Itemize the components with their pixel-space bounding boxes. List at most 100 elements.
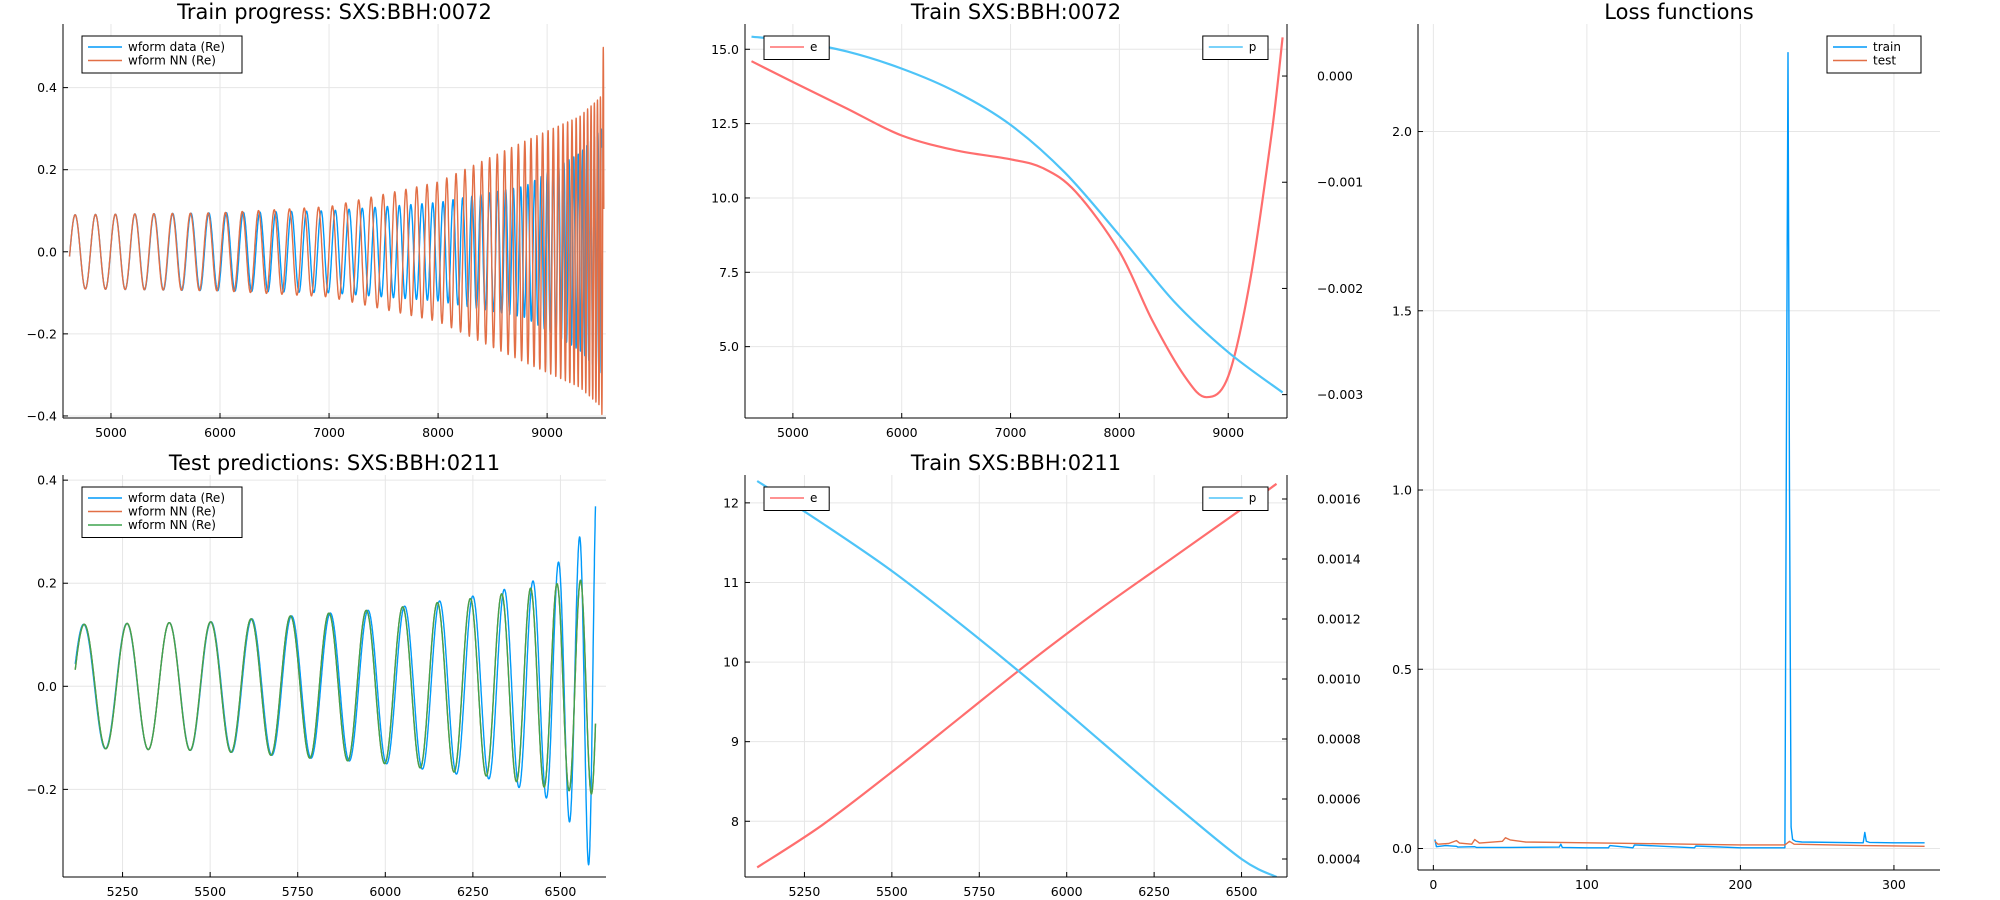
legend-box: [1826, 35, 1922, 74]
y2-tick-label: 0.0004: [1317, 852, 1361, 867]
chart-title: Train SXS:BBH:0072: [910, 0, 1121, 24]
legend-label: p: [1249, 491, 1257, 505]
series-line-1: [1434, 837, 1925, 847]
y-tick-label: 12.5: [711, 116, 739, 131]
y2-tick-label: −0.003: [1317, 387, 1363, 402]
legend: wform data (Re)wform NN (Re): [81, 35, 243, 74]
y-tick-label: 0.0: [1392, 841, 1412, 856]
x-tick-label: 5500: [876, 884, 908, 899]
x-tick-label: 6000: [886, 425, 918, 440]
y-tick-label: 0.5: [1392, 662, 1412, 677]
chart-train-progress: 5000 6000 7000 8000 9000 −0.4 −0.2 0.0 0.2 0.4 Tra…: [27, 0, 606, 440]
x-tick-label: 7000: [313, 425, 345, 440]
x-tick-label: 6500: [1226, 884, 1258, 899]
legend-label: wform NN (Re): [128, 54, 216, 68]
legend: e: [763, 486, 830, 511]
series-line-1: [756, 480, 1278, 877]
series-group: [1434, 52, 1925, 849]
legend: wform data (Re)wform NN (Re)wform NN (Re…: [81, 486, 243, 538]
series-line-0: [1434, 52, 1925, 849]
legend-label: e: [810, 491, 817, 505]
chart-train-0211: 5250 5500 5750 6000 6250 6500 8 9 10 11 12 0.0004 0.…: [723, 451, 1361, 899]
x-tick-label: 300: [1882, 877, 1906, 892]
y-tick-label: 1.0: [1392, 483, 1412, 498]
legend-label: e: [810, 40, 817, 54]
x-tick-label: 6250: [457, 884, 489, 899]
x-tick-label: 5750: [963, 884, 995, 899]
x-tick-label: 5000: [95, 425, 127, 440]
legend-label: wform NN (Re): [128, 518, 216, 532]
chart-title: Train SXS:BBH:0211: [910, 451, 1121, 475]
series-group: [68, 46, 605, 416]
series-group: [756, 480, 1278, 877]
y2-tick-label: −0.002: [1317, 281, 1363, 296]
x-tick-label: 6000: [204, 425, 236, 440]
legend-label: wform data (Re): [128, 491, 225, 505]
y2-tick-label: −0.001: [1317, 175, 1363, 190]
x-tick-label: 8000: [1103, 425, 1135, 440]
y2-tick-label: 0.0006: [1317, 792, 1361, 807]
y-tick-label: 0.4: [37, 473, 57, 488]
x-tick-label: 9000: [1212, 425, 1244, 440]
y-tick-label: 10.0: [711, 190, 739, 205]
y-tick-label: 1.5: [1392, 303, 1412, 318]
x-tick-label: 5000: [777, 425, 809, 440]
x-tick-label: 0: [1429, 877, 1437, 892]
x-tick-label: 9000: [531, 425, 563, 440]
y-tick-label: 7.5: [719, 265, 739, 280]
legend: p: [1202, 35, 1269, 60]
y2-tick-label: 0.0008: [1317, 732, 1361, 747]
y-tick-label: 15.0: [711, 42, 739, 57]
y2-tick-label: 0.0012: [1317, 612, 1361, 627]
y-tick-label: 11: [723, 575, 739, 590]
chart-train-0072: 5000 6000 7000 8000 9000 5.0 7.5 10.0 12.5 15.0 0.…: [711, 0, 1363, 440]
y-tick-label: −0.2: [27, 782, 57, 797]
series-line-0: [74, 506, 597, 866]
series-line-1: [74, 579, 597, 795]
y2-tick-label: 0.0010: [1317, 672, 1361, 687]
chart-loss-functions: 0 100 200 300 0.0 0.5 1.0 1.5 2.0 Loss functions t…: [1392, 0, 1940, 892]
y-tick-label: −0.4: [27, 408, 57, 423]
series-line-2: [74, 579, 597, 795]
x-tick-label: 5750: [282, 884, 314, 899]
y-tick-label: 8: [731, 814, 739, 829]
y-tick-label: 12: [723, 495, 739, 510]
series-line-0: [756, 482, 1278, 869]
series-line-0: [751, 37, 1284, 399]
legend-label: test: [1873, 54, 1896, 68]
x-tick-label: 6000: [1051, 884, 1083, 899]
y-tick-label: 0.0: [37, 679, 57, 694]
series-group: [74, 506, 597, 866]
x-tick-label: 6500: [545, 884, 577, 899]
y-tick-label: −0.2: [27, 326, 57, 341]
x-tick-label: 200: [1728, 877, 1752, 892]
legend-label: wform data (Re): [128, 40, 225, 54]
x-tick-label: 8000: [422, 425, 454, 440]
series-group: [751, 35, 1284, 399]
series-line-1: [751, 35, 1284, 394]
y-tick-label: 0.2: [37, 162, 57, 177]
chart-title: Test predictions: SXS:BBH:0211: [168, 451, 500, 475]
y-tick-label: 0.4: [37, 80, 57, 95]
legend: e: [763, 35, 830, 60]
legend-label: p: [1249, 40, 1257, 54]
x-tick-label: 5250: [789, 884, 821, 899]
chart-title: Loss functions: [1604, 0, 1753, 24]
x-tick-label: 6250: [1138, 884, 1170, 899]
chart-test-predictions: 5250 5500 5750 6000 6250 6500 −0.2 0.0 0.2 0.4 Tes…: [27, 451, 606, 899]
legend-box: [81, 35, 243, 74]
y-tick-label: 0.0: [37, 244, 57, 259]
chart-title: Train progress: SXS:BBH:0072: [176, 0, 492, 24]
y2-tick-label: 0.000: [1317, 69, 1353, 84]
y2-tick-label: 0.0016: [1317, 492, 1361, 507]
x-tick-label: 7000: [995, 425, 1027, 440]
y-tick-label: 10: [723, 655, 739, 670]
y-tick-label: 2.0: [1392, 124, 1412, 139]
x-tick-label: 5500: [194, 884, 226, 899]
y2-tick-label: 0.0014: [1317, 552, 1361, 567]
legend-label: wform NN (Re): [128, 505, 216, 519]
legend: p: [1202, 486, 1269, 511]
x-tick-label: 100: [1575, 877, 1599, 892]
